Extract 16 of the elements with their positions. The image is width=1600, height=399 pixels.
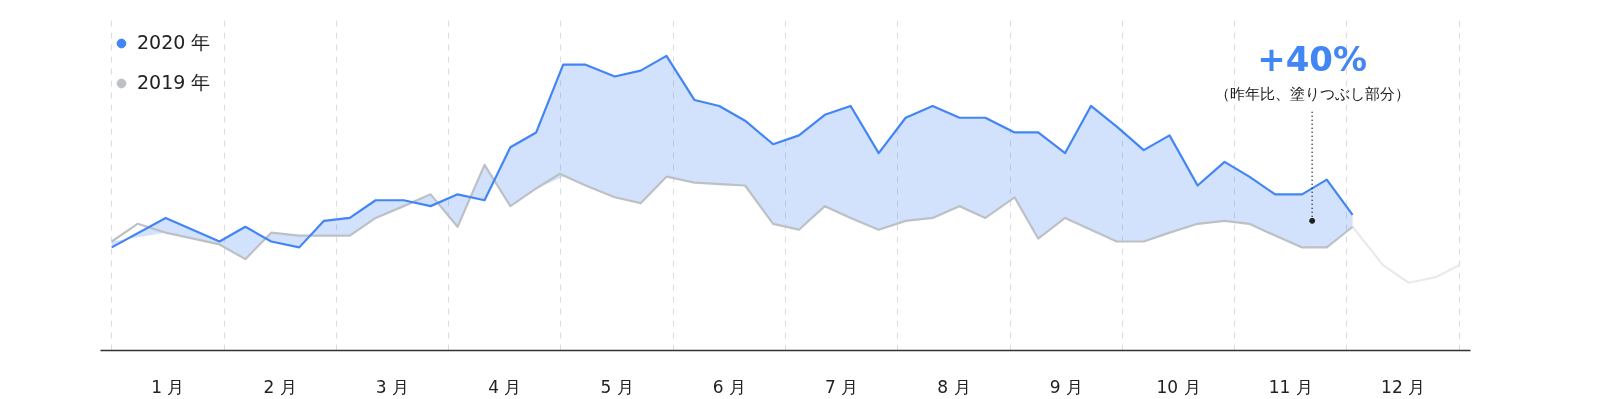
x-tick-label: 9 月 — [1049, 376, 1083, 397]
x-tick-label: 4 月 — [488, 376, 522, 397]
legend-label: 2019 年 — [137, 70, 211, 95]
legend-label: 2020 年 — [137, 30, 211, 55]
x-tick-label: 11 月 — [1268, 376, 1313, 397]
x-tick-label: 12 月 — [1381, 376, 1426, 397]
x-tick-label: 6 月 — [712, 376, 746, 397]
x-tick-label: 1 月 — [151, 376, 185, 397]
annotation: （昨年比、塗りつぶし部分） — [1214, 85, 1410, 103]
annotation: +40% — [1257, 39, 1368, 80]
x-tick-label: 10 月 — [1156, 376, 1201, 397]
x-tick-label: 7 月 — [825, 376, 859, 397]
x-tick-label: 3 月 — [375, 376, 410, 397]
x-tick-label: 5 月 — [600, 376, 634, 397]
x-tick-label: 8 月 — [937, 376, 971, 397]
x-tick-label: 2 月 — [263, 376, 297, 397]
